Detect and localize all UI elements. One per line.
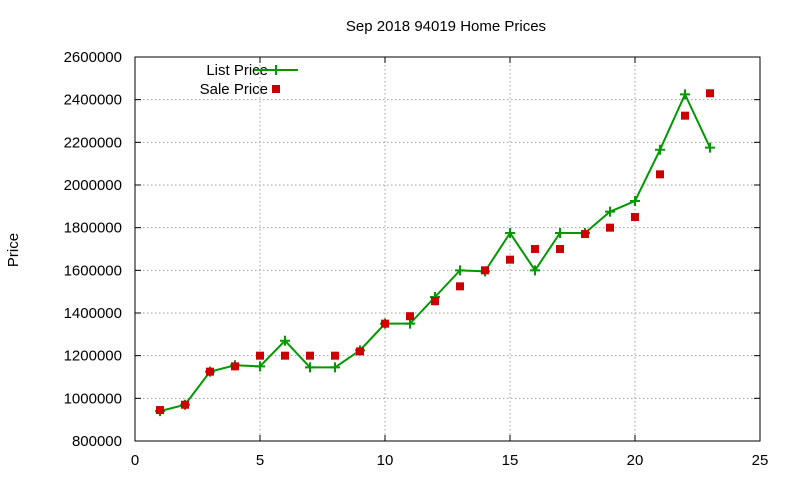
y-tick-label: 1600000 — [64, 262, 122, 279]
x-tick-label: 25 — [752, 452, 769, 469]
list-price-point — [255, 361, 265, 372]
sale-price-point — [681, 111, 689, 120]
y-tick-label: 1800000 — [64, 220, 122, 237]
list-price-point — [680, 89, 690, 100]
sale-price-point — [606, 223, 614, 232]
y-tick-label: 2000000 — [64, 177, 122, 194]
list-price-point — [605, 206, 615, 217]
sale-price-point — [631, 213, 639, 221]
y-tick-label: 1000000 — [64, 390, 122, 407]
sale-price-point — [506, 255, 514, 264]
list-price-point — [630, 196, 640, 206]
chart-title: Sep 2018 94019 Home Prices — [346, 18, 546, 35]
list-price-point — [330, 362, 340, 373]
x-tick-label: 0 — [131, 452, 139, 469]
sale-price-point — [481, 266, 489, 275]
list-price-point — [505, 228, 515, 238]
legend-label-list-price: List Price — [206, 62, 268, 79]
sale-price-point — [181, 400, 189, 409]
legend: List Price Sale Price — [200, 62, 298, 98]
sale-price-point — [156, 406, 164, 415]
x-tick-label: 15 — [502, 452, 519, 469]
axis-ticks: 0 5 10 15 20 25 800000 1000000 1200000 1400000 160… — [64, 49, 769, 469]
list-price-point — [655, 144, 665, 155]
y-tick-label: 1200000 — [64, 348, 122, 365]
list-price-point — [405, 318, 415, 329]
sale-price-point — [706, 89, 714, 98]
legend-marker-list-price — [271, 65, 281, 75]
plot-frame — [134, 56, 761, 442]
legend-swatch-sale-price — [272, 85, 280, 93]
list-price-point — [555, 228, 565, 238]
y-tick-label: 2600000 — [64, 49, 122, 66]
plot-series — [155, 89, 715, 417]
sale-price-point — [231, 362, 239, 371]
list-price-point — [455, 265, 465, 276]
y-axis-label: Price — [5, 233, 22, 267]
y-tick-label: 2400000 — [64, 92, 122, 109]
sale-price-point — [256, 351, 264, 360]
list-price-point — [530, 265, 540, 276]
sale-price-point — [356, 347, 364, 356]
sale-price-point — [406, 312, 414, 321]
sale-price-point — [381, 319, 389, 328]
sale-price-point — [581, 230, 589, 239]
sale-price-point — [306, 351, 314, 360]
sale-price-point — [431, 297, 439, 306]
sale-price-point — [281, 351, 289, 360]
y-tick-label: 1400000 — [64, 305, 122, 322]
grid — [135, 57, 760, 441]
y-tick-label: 2200000 — [64, 134, 122, 151]
x-tick-label: 5 — [256, 452, 264, 469]
x-tick-label: 20 — [627, 452, 644, 469]
sale-price-point — [556, 245, 564, 253]
y-tick-label: 800000 — [72, 433, 122, 450]
sale-price-point — [206, 367, 214, 376]
list-price-point — [305, 362, 315, 373]
sale-price-point — [656, 170, 664, 179]
legend-label-sale-price: Sale Price — [200, 81, 268, 98]
x-tick-label: 10 — [377, 452, 394, 469]
list-price-point — [280, 335, 290, 346]
list-price-point — [705, 142, 715, 153]
sale-price-point — [456, 282, 464, 291]
sale-price-point — [531, 245, 539, 253]
sale-price-point — [331, 351, 339, 360]
